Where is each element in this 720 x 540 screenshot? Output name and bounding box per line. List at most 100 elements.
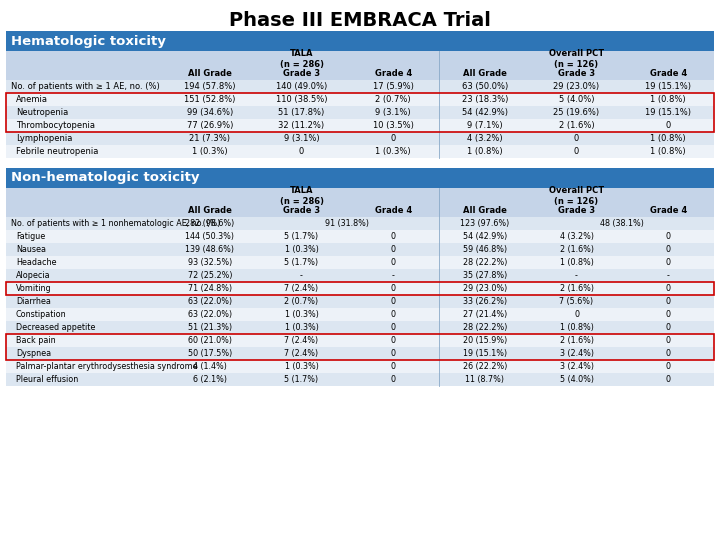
Text: 0: 0 <box>574 147 579 156</box>
Text: 72 (25.2%): 72 (25.2%) <box>188 271 232 280</box>
Bar <box>6 145 714 158</box>
Text: 110 (38.5%): 110 (38.5%) <box>276 95 328 104</box>
Text: 0: 0 <box>666 310 670 319</box>
Text: 32 (11.2%): 32 (11.2%) <box>279 121 325 130</box>
Text: 9 (3.1%): 9 (3.1%) <box>284 134 319 143</box>
Text: 51 (21.3%): 51 (21.3%) <box>188 323 232 332</box>
Text: -: - <box>575 271 578 280</box>
Text: Grade 3: Grade 3 <box>283 206 320 215</box>
Text: Fatigue: Fatigue <box>16 232 45 241</box>
Text: 0: 0 <box>391 362 396 371</box>
Text: 54 (42.9%): 54 (42.9%) <box>462 108 508 117</box>
Text: 48 (38.1%): 48 (38.1%) <box>600 219 644 228</box>
Text: 0: 0 <box>666 349 670 358</box>
Text: 28 (22.2%): 28 (22.2%) <box>463 258 507 267</box>
Text: Hematologic toxicity: Hematologic toxicity <box>11 35 166 48</box>
Bar <box>531 204 622 217</box>
Text: 21 (7.3%): 21 (7.3%) <box>189 134 230 143</box>
Text: No. of patients with ≥ 1 nonhematologic AE, no. (%): No. of patients with ≥ 1 nonhematologic … <box>11 219 220 228</box>
Text: 0: 0 <box>391 232 396 241</box>
Text: 0: 0 <box>391 297 396 306</box>
Text: 0: 0 <box>574 310 579 319</box>
Text: All Grade: All Grade <box>463 206 507 215</box>
Text: 1 (0.3%): 1 (0.3%) <box>284 323 318 332</box>
Text: 0: 0 <box>574 134 579 143</box>
Text: Pleural effusion: Pleural effusion <box>16 375 78 384</box>
Text: 19 (15.1%): 19 (15.1%) <box>645 82 691 91</box>
Text: 2 (1.6%): 2 (1.6%) <box>559 121 594 130</box>
Text: Headache: Headache <box>16 258 56 267</box>
Text: 0: 0 <box>666 362 670 371</box>
Text: All Grade: All Grade <box>463 69 507 78</box>
Text: 50 (17.5%): 50 (17.5%) <box>188 349 232 358</box>
Text: 0: 0 <box>666 323 670 332</box>
Bar <box>164 188 439 204</box>
Bar <box>6 31 714 51</box>
Text: 1 (0.8%): 1 (0.8%) <box>650 147 686 156</box>
Bar <box>6 334 714 347</box>
Text: All Grade: All Grade <box>188 206 232 215</box>
Bar <box>439 51 714 67</box>
Text: TALA
(n = 286): TALA (n = 286) <box>279 49 323 69</box>
Text: 3 (2.4%): 3 (2.4%) <box>559 349 593 358</box>
Text: Grade 3: Grade 3 <box>558 69 595 78</box>
Text: 0: 0 <box>666 336 670 345</box>
Text: 0: 0 <box>391 245 396 254</box>
Text: 17 (5.9%): 17 (5.9%) <box>373 82 413 91</box>
Text: 0: 0 <box>391 284 396 293</box>
Text: 7 (5.6%): 7 (5.6%) <box>559 297 593 306</box>
Text: Non-hematologic toxicity: Non-hematologic toxicity <box>11 172 199 185</box>
Text: 35 (27.8%): 35 (27.8%) <box>463 271 507 280</box>
Text: 7 (2.4%): 7 (2.4%) <box>284 284 318 293</box>
Text: Decreased appetite: Decreased appetite <box>16 323 95 332</box>
Text: Thrombocytopenia: Thrombocytopenia <box>16 121 95 130</box>
Bar <box>439 188 714 204</box>
Bar <box>6 243 714 256</box>
Text: No. of patients with ≥ 1 AE, no. (%): No. of patients with ≥ 1 AE, no. (%) <box>11 82 160 91</box>
Text: 0: 0 <box>391 375 396 384</box>
Text: Febrile neutropenia: Febrile neutropenia <box>16 147 99 156</box>
Text: 140 (49.0%): 140 (49.0%) <box>276 82 327 91</box>
Bar <box>6 334 714 360</box>
Bar <box>6 106 714 119</box>
Text: -: - <box>667 271 670 280</box>
Text: 54 (42.9%): 54 (42.9%) <box>463 232 507 241</box>
Text: 9 (7.1%): 9 (7.1%) <box>467 121 503 130</box>
Text: 1 (0.3%): 1 (0.3%) <box>284 245 318 254</box>
Text: 99 (34.6%): 99 (34.6%) <box>186 108 233 117</box>
Text: 91 (31.8%): 91 (31.8%) <box>325 219 369 228</box>
Bar <box>6 347 714 360</box>
Text: Dyspnea: Dyspnea <box>16 349 51 358</box>
Text: Diarrhea: Diarrhea <box>16 297 51 306</box>
Text: 5 (1.7%): 5 (1.7%) <box>284 232 318 241</box>
Text: 20 (15.9%): 20 (15.9%) <box>463 336 507 345</box>
Text: 0: 0 <box>666 297 670 306</box>
Text: Overall PCT
(n = 126): Overall PCT (n = 126) <box>549 49 604 69</box>
Text: 2 (0.7%): 2 (0.7%) <box>375 95 411 104</box>
Text: 282 (98.6%): 282 (98.6%) <box>185 219 235 228</box>
Text: 0: 0 <box>665 121 671 130</box>
Text: Nausea: Nausea <box>16 245 46 254</box>
Bar <box>6 67 164 80</box>
Text: 1 (0.8%): 1 (0.8%) <box>650 95 686 104</box>
Text: 1 (0.3%): 1 (0.3%) <box>375 147 411 156</box>
Bar <box>6 230 714 243</box>
Bar <box>6 188 164 204</box>
Text: 26 (22.2%): 26 (22.2%) <box>463 362 507 371</box>
Text: 123 (97.6%): 123 (97.6%) <box>460 219 510 228</box>
Text: 1 (0.3%): 1 (0.3%) <box>192 147 228 156</box>
Bar <box>6 80 714 93</box>
Text: 19 (15.1%): 19 (15.1%) <box>645 108 691 117</box>
Bar <box>6 269 714 282</box>
Text: 93 (32.5%): 93 (32.5%) <box>188 258 232 267</box>
Text: 2 (1.6%): 2 (1.6%) <box>559 245 593 254</box>
Text: 6 (2.1%): 6 (2.1%) <box>193 375 227 384</box>
Text: 5 (1.7%): 5 (1.7%) <box>284 258 318 267</box>
Text: 2 (1.6%): 2 (1.6%) <box>559 284 593 293</box>
Text: 33 (26.2%): 33 (26.2%) <box>463 297 507 306</box>
Bar <box>6 256 714 269</box>
Text: 0: 0 <box>299 147 304 156</box>
Text: 7 (2.4%): 7 (2.4%) <box>284 336 318 345</box>
Text: 1 (0.8%): 1 (0.8%) <box>559 258 593 267</box>
Text: 0: 0 <box>391 258 396 267</box>
